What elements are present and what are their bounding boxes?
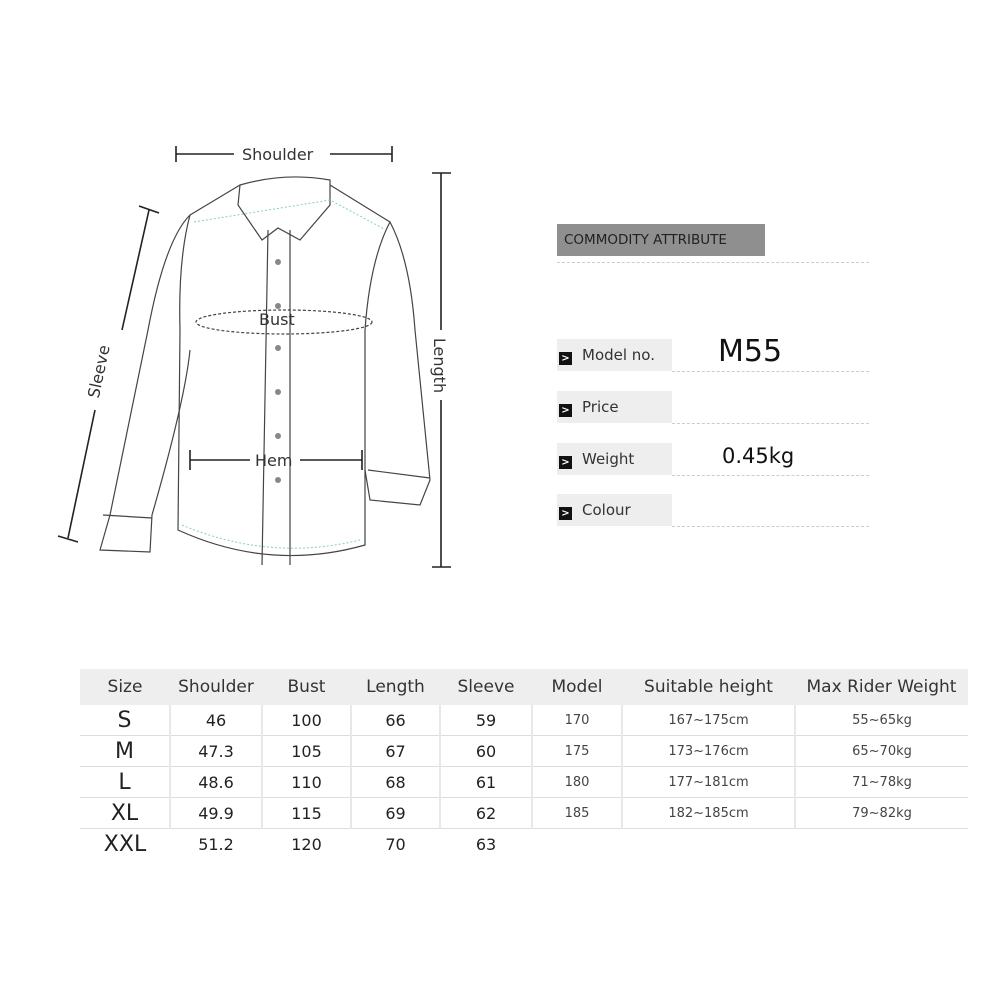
cell-model	[532, 829, 622, 860]
header-sleeve: Sleeve	[440, 669, 532, 705]
attr-colour-label: > Colour	[557, 494, 672, 526]
cell-bust: 105	[261, 735, 351, 767]
cell-bust: 100	[261, 705, 351, 736]
cell-max-rider-weight: 65~70kg	[794, 735, 968, 767]
cell-sleeve: 63	[475, 834, 497, 854]
header-size: Size	[80, 669, 170, 705]
divider	[672, 526, 869, 527]
table-row: M 47.3 105 67 60 175 173~176cm 65~70kg	[80, 735, 968, 767]
cell-size: S	[80, 705, 170, 736]
attr-price-label: > Price	[557, 391, 672, 423]
cell-shoulder: 48.6	[169, 766, 262, 798]
divider	[672, 475, 869, 476]
cell-shoulder: 49.9	[169, 797, 262, 829]
cell-suitable-height: 167~175cm	[621, 705, 795, 736]
header-suitable-height: Suitable height	[622, 669, 795, 705]
size-table-header: Size Shoulder Bust Length Sleeve Model S…	[80, 669, 968, 705]
cell-max-rider-weight: 71~78kg	[794, 766, 968, 798]
table-row: S 46 100 66 59 170 167~175cm 55~65kg	[80, 705, 968, 736]
cell-length: 68	[350, 766, 440, 798]
chevron-right-icon: >	[559, 507, 572, 520]
divider	[557, 262, 869, 263]
cell-length: 70	[385, 834, 406, 854]
cell-suitable-height: 173~176cm	[621, 735, 795, 767]
table-row: XL 49.9 115 69 62 185 182~185cm 79~82kg	[80, 797, 968, 829]
table-row: L 48.6 110 68 61 180 177~181cm 71~78kg	[80, 766, 968, 798]
header-length: Length	[351, 669, 440, 705]
cell-max-rider-weight: 55~65kg	[794, 705, 968, 736]
cell-shoulder: 46	[169, 705, 262, 736]
size-table: Size Shoulder Bust Length Sleeve Model S…	[80, 669, 968, 859]
header-model: Model	[532, 669, 622, 705]
hem-label: Hem	[255, 451, 293, 470]
cell-model: 185	[531, 797, 622, 829]
cell-size: M	[80, 735, 170, 767]
cell-sleeve: 60	[439, 735, 532, 767]
attr-weight-label: > Weight	[557, 443, 672, 475]
divider	[672, 423, 869, 424]
header-bust: Bust	[262, 669, 351, 705]
attr-weight-value: 0.45kg	[722, 444, 795, 468]
commodity-attribute-heading: COMMODITY ATTRIBUTE	[557, 224, 765, 256]
length-label: Length	[430, 337, 450, 394]
cell-size: XXL	[103, 831, 147, 857]
cell-shoulder: 47.3	[169, 735, 262, 767]
cell-suitable-height	[622, 829, 795, 860]
bust-label: Bust	[259, 310, 295, 329]
chevron-right-icon: >	[559, 456, 572, 469]
cell-sleeve: 62	[439, 797, 532, 829]
cell-model: 175	[531, 735, 622, 767]
cell-suitable-height: 177~181cm	[621, 766, 795, 798]
cell-length: 66	[350, 705, 440, 736]
cell-size: XL	[80, 797, 170, 829]
header-shoulder: Shoulder	[170, 669, 262, 705]
cell-max-rider-weight: 79~82kg	[794, 797, 968, 829]
cell-length: 67	[350, 735, 440, 767]
divider	[672, 371, 869, 372]
attr-model-value: M55	[718, 334, 783, 369]
chevron-right-icon: >	[559, 404, 572, 417]
cell-shoulder: 51.2	[198, 834, 234, 854]
chevron-right-icon: >	[559, 352, 572, 365]
cell-bust: 110	[261, 766, 351, 798]
cell-bust: 115	[261, 797, 351, 829]
shoulder-label: Shoulder	[242, 145, 314, 164]
cell-max-rider-weight	[795, 829, 968, 860]
cell-sleeve: 61	[439, 766, 532, 798]
cell-model: 170	[531, 705, 622, 736]
cell-length: 69	[350, 797, 440, 829]
cell-size: L	[80, 766, 170, 798]
header-max-rider-weight: Max Rider Weight	[795, 669, 968, 705]
cell-suitable-height: 182~185cm	[621, 797, 795, 829]
cell-model: 180	[531, 766, 622, 798]
table-row: XXL 51.2 120 70 63	[80, 829, 968, 860]
cell-bust: 120	[291, 834, 322, 854]
shirt-diagram	[57, 146, 451, 568]
attr-model-label: > Model no.	[557, 339, 672, 371]
cell-sleeve: 59	[439, 705, 532, 736]
